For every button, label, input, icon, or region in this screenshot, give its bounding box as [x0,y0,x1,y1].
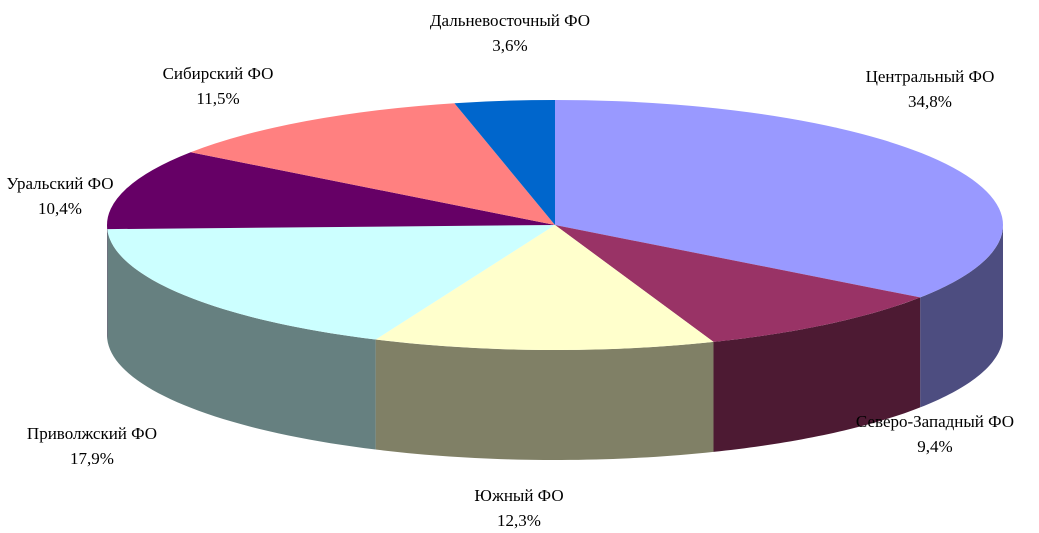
slice [555,100,1004,298]
slice-label: Сибирский ФО [163,64,274,83]
value-label: 10,4% [38,199,82,218]
slice-side [107,229,376,450]
slice-label: Дальневосточный ФО [430,11,590,30]
slice-side [375,339,714,460]
slice-label: Южный ФО [474,486,563,505]
value-label: 3,6% [492,36,527,55]
slice-side [713,297,921,452]
slice [555,225,921,342]
slice-label: Приволжский ФО [27,424,157,443]
slice [454,100,555,225]
value-label: 9,4% [917,437,952,456]
value-label: 17,9% [70,449,114,468]
slice-label: Уральский ФО [6,174,113,193]
slice [107,225,556,340]
slice-label: Центральный ФО [866,67,995,86]
slice [107,152,555,230]
value-label: 12,3% [497,511,541,530]
slice-label: Северо-Западный ФО [856,412,1014,431]
value-label: 34,8% [908,92,952,111]
slice [375,225,714,350]
slice-side [920,225,1003,408]
value-label: 11,5% [196,89,239,108]
slice [190,103,555,225]
